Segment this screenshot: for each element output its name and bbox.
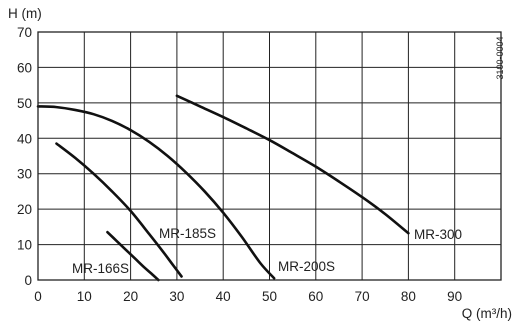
- x-tick-labels: 0 10 20 30 40 50 60 70 80 90: [34, 289, 462, 304]
- x-tick-label: 10: [77, 289, 92, 304]
- curve-mr-300: [175, 94, 410, 235]
- y-tick-label: 50: [17, 96, 32, 111]
- curve-mr-200s: [36, 105, 276, 280]
- x-axis-title: Q (m³/h): [462, 306, 512, 321]
- y-axis-title: H (m): [8, 6, 42, 21]
- figure-code: 3100-0004: [495, 36, 505, 79]
- x-tick-label: 60: [308, 289, 323, 304]
- y-tick-label: 30: [17, 167, 32, 182]
- series-label: MR-300: [414, 227, 462, 242]
- x-tick-label: 30: [169, 289, 184, 304]
- series-label: MR-200S: [278, 259, 335, 274]
- grid-lines: [38, 32, 501, 280]
- series-labels: MR-166S MR-185S MR-200S MR-300: [72, 226, 462, 276]
- y-tick-label: 20: [17, 202, 32, 217]
- y-tick-label: 40: [17, 131, 32, 146]
- y-tick-label: 60: [17, 60, 32, 75]
- performance-curves: [36, 94, 410, 282]
- y-tick-label: 70: [17, 25, 32, 40]
- x-tick-label: 70: [355, 289, 370, 304]
- curve-mr-185s: [55, 142, 183, 278]
- x-tick-label: 50: [262, 289, 277, 304]
- plot-frame: [37, 31, 502, 281]
- series-label: MR-166S: [72, 261, 129, 276]
- y-tick-label: 10: [17, 238, 32, 253]
- x-tick-label: 90: [447, 289, 462, 304]
- curve-mr-166s: [106, 230, 160, 282]
- x-tick-label: 20: [123, 289, 138, 304]
- x-tick-label: 40: [216, 289, 231, 304]
- y-tick-labels: 0 10 20 30 40 50 60 70: [17, 25, 32, 288]
- y-tick-label: 0: [24, 273, 32, 288]
- x-tick-label: 80: [401, 289, 416, 304]
- series-label: MR-185S: [159, 226, 216, 241]
- x-tick-label: 0: [34, 289, 42, 304]
